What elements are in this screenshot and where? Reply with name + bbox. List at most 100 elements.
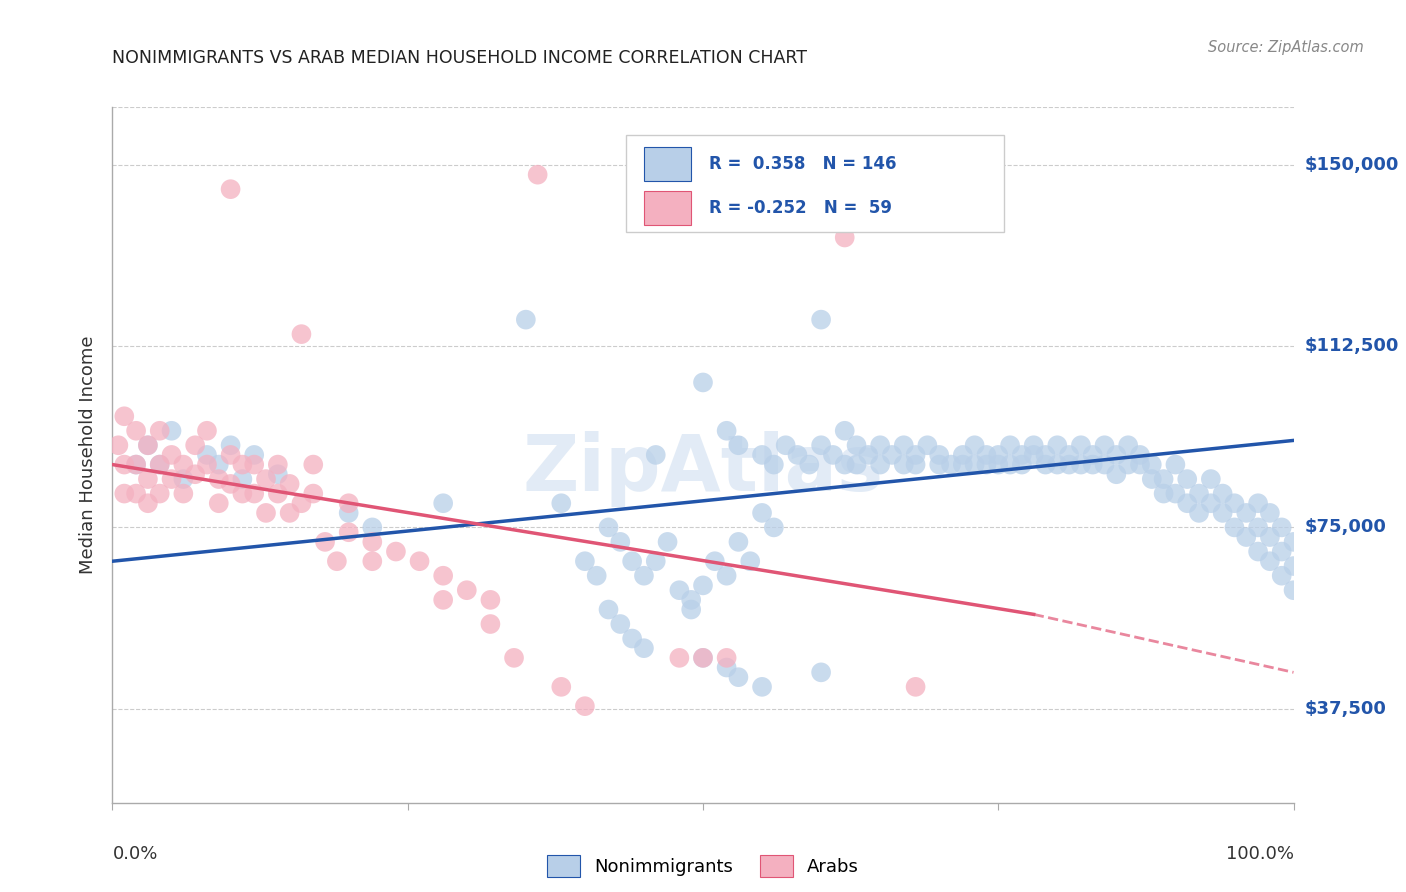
Point [149, 458, 172, 472]
Point [609, 534, 631, 549]
Point [337, 525, 360, 540]
Point [834, 458, 856, 472]
Point [1070, 438, 1092, 452]
Point [125, 486, 148, 500]
Point [1140, 472, 1163, 486]
Text: 100.0%: 100.0% [1226, 845, 1294, 863]
Text: R =  0.358   N = 146: R = 0.358 N = 146 [709, 155, 897, 173]
Point [125, 424, 148, 438]
Point [1011, 448, 1033, 462]
Point [834, 230, 856, 244]
Point [172, 486, 194, 500]
Point [928, 458, 950, 472]
Point [136, 438, 159, 452]
Point [550, 496, 572, 510]
Text: $75,000: $75,000 [1305, 518, 1386, 536]
Point [633, 641, 655, 656]
Point [1188, 506, 1211, 520]
Point [184, 438, 207, 452]
Point [432, 496, 454, 510]
Point [456, 583, 478, 598]
Point [408, 554, 430, 568]
Text: R = -0.252   N =  59: R = -0.252 N = 59 [709, 199, 891, 217]
Point [125, 458, 148, 472]
Point [917, 438, 939, 452]
Point [976, 458, 998, 472]
Point [904, 680, 927, 694]
Point [219, 448, 242, 462]
Point [869, 458, 891, 472]
Point [681, 602, 703, 616]
Point [1234, 506, 1257, 520]
Point [716, 568, 738, 582]
Point [1094, 438, 1116, 452]
Point [208, 496, 231, 510]
Point [361, 520, 384, 534]
Point [149, 458, 172, 472]
Point [1271, 544, 1294, 558]
Point [1199, 472, 1222, 486]
Point [692, 651, 714, 665]
Point [668, 583, 690, 598]
Point [1081, 458, 1104, 472]
Point [998, 438, 1021, 452]
Point [1175, 496, 1198, 510]
Point [716, 651, 738, 665]
Point [963, 438, 986, 452]
Point [976, 448, 998, 462]
Point [160, 424, 183, 438]
Point [1212, 506, 1234, 520]
Point [751, 448, 773, 462]
Point [107, 438, 129, 452]
Point [302, 486, 325, 500]
Point [904, 448, 927, 462]
Point [1212, 486, 1234, 500]
Point [1271, 568, 1294, 582]
Point [727, 534, 749, 549]
Text: $37,500: $37,500 [1305, 699, 1386, 717]
Point [692, 651, 714, 665]
Point [361, 534, 384, 549]
Point [479, 592, 502, 607]
Point [1153, 486, 1175, 500]
Point [810, 665, 832, 680]
Point [278, 506, 301, 520]
Point [585, 568, 607, 582]
Point [231, 458, 253, 472]
Point [1140, 458, 1163, 472]
Point [633, 568, 655, 582]
Point [751, 506, 773, 520]
Point [858, 448, 880, 462]
Point [1247, 496, 1270, 510]
Point [928, 448, 950, 462]
Point [1258, 554, 1281, 568]
Point [821, 448, 844, 462]
FancyBboxPatch shape [644, 147, 692, 181]
Point [1223, 520, 1246, 534]
Point [762, 520, 785, 534]
Point [644, 448, 666, 462]
Point [1094, 458, 1116, 472]
Point [112, 486, 135, 500]
Point [609, 617, 631, 632]
Point [893, 458, 915, 472]
Point [1175, 472, 1198, 486]
Point [845, 458, 868, 472]
Point [1046, 458, 1069, 472]
Point [149, 424, 172, 438]
Point [1129, 458, 1152, 472]
Point [1081, 448, 1104, 462]
Point [869, 438, 891, 452]
Point [574, 699, 596, 714]
Point [904, 458, 927, 472]
Point [290, 327, 312, 342]
Point [278, 476, 301, 491]
Point [112, 409, 135, 424]
Point [1153, 472, 1175, 486]
Point [1247, 544, 1270, 558]
Point [621, 632, 644, 646]
Point [208, 458, 231, 472]
Legend: Nonimmigrants, Arabs: Nonimmigrants, Arabs [540, 847, 866, 884]
Point [1011, 458, 1033, 472]
Text: $150,000: $150,000 [1305, 156, 1399, 174]
